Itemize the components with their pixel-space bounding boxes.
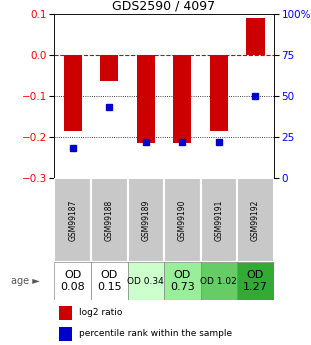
Bar — [201, 262, 237, 300]
Title: GDS2590 / 4097: GDS2590 / 4097 — [113, 0, 216, 13]
Bar — [137, 55, 155, 143]
Bar — [164, 178, 201, 262]
Bar — [54, 178, 91, 262]
Bar — [246, 18, 265, 55]
Text: OD
1.27: OD 1.27 — [243, 270, 268, 292]
Bar — [59, 306, 72, 320]
Bar — [237, 262, 274, 300]
Bar — [128, 178, 164, 262]
Bar — [201, 178, 237, 262]
Text: log2 ratio: log2 ratio — [79, 308, 122, 317]
Bar — [59, 327, 72, 342]
Bar — [54, 262, 91, 300]
Text: GSM99188: GSM99188 — [105, 199, 114, 240]
Text: GSM99192: GSM99192 — [251, 199, 260, 240]
Text: OD 1.02: OD 1.02 — [201, 277, 237, 286]
Text: age ►: age ► — [11, 276, 39, 286]
Text: OD
0.15: OD 0.15 — [97, 270, 122, 292]
Text: OD
0.73: OD 0.73 — [170, 270, 195, 292]
Bar — [63, 55, 82, 130]
Text: GSM99189: GSM99189 — [141, 199, 150, 240]
Bar — [100, 55, 118, 81]
Text: GSM99187: GSM99187 — [68, 199, 77, 240]
Bar — [91, 178, 128, 262]
Text: OD
0.08: OD 0.08 — [60, 270, 85, 292]
Bar — [164, 262, 201, 300]
Bar — [128, 262, 164, 300]
Bar — [237, 178, 274, 262]
Bar — [210, 55, 228, 130]
Text: GSM99191: GSM99191 — [214, 199, 223, 240]
Text: OD 0.34: OD 0.34 — [128, 277, 164, 286]
Text: GSM99190: GSM99190 — [178, 199, 187, 241]
Bar — [173, 55, 192, 143]
Bar — [91, 262, 128, 300]
Text: percentile rank within the sample: percentile rank within the sample — [79, 329, 232, 338]
